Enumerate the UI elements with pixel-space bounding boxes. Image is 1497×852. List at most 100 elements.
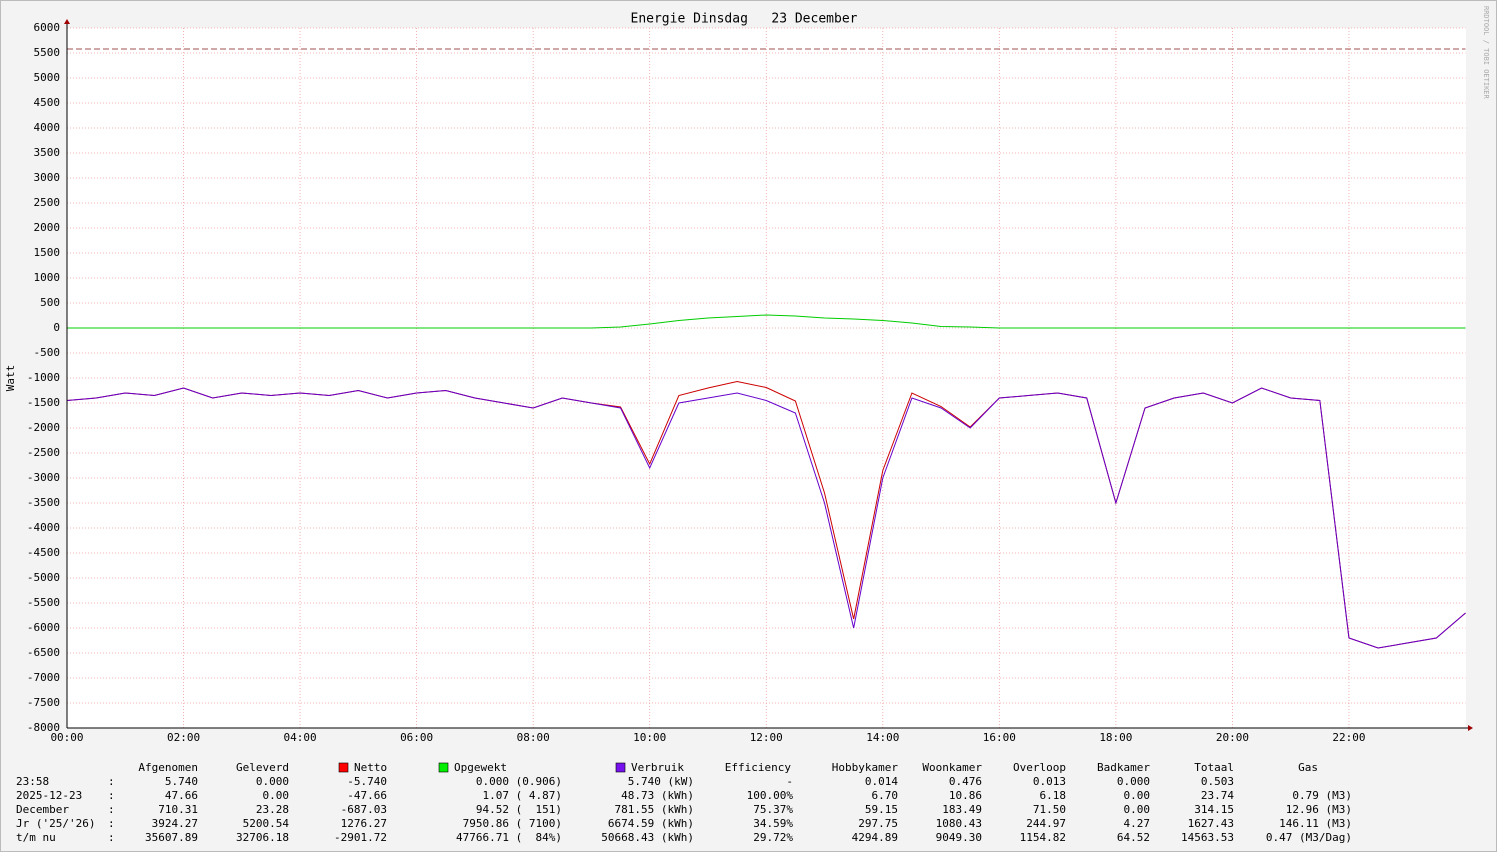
table-cell: 244.97: [1026, 817, 1066, 830]
table-cell: -: [786, 775, 793, 788]
y-tick-label: 3500: [34, 146, 61, 159]
table-cell: 0.000: [256, 775, 289, 788]
y-tick-label: 4500: [34, 96, 61, 109]
table-cell: 5.740 (kW): [628, 775, 694, 788]
table-cell: 0.00: [1124, 803, 1151, 816]
table-cell: 6.70: [872, 789, 899, 802]
table-cell: 183.49: [942, 803, 982, 816]
table-cell: 0.47 (M3/Dag): [1266, 831, 1352, 844]
table-cell: 9049.30: [936, 831, 982, 844]
column-header: Overloop: [1013, 761, 1066, 774]
table-cell: 5.740: [165, 775, 198, 788]
x-tick-label: 10:00: [633, 731, 666, 744]
y-tick-label: 500: [40, 296, 60, 309]
column-header: Geleverd: [236, 761, 289, 774]
x-tick-label: 00:00: [50, 731, 83, 744]
x-tick-label: 12:00: [750, 731, 783, 744]
y-tick-label: -500: [34, 346, 61, 359]
table-cell: 1.07 ( 4.87): [483, 789, 562, 802]
table-cell: 64.52: [1117, 831, 1150, 844]
series-line: [66, 387, 1466, 649]
y-tick-label: -1500: [27, 396, 60, 409]
table-cell: 4.27: [1124, 817, 1151, 830]
y-tick-label: 1000: [34, 271, 61, 284]
x-tick-label: 04:00: [284, 731, 317, 744]
y-tick-label: -3000: [27, 471, 60, 484]
x-tick-label: 06:00: [400, 731, 433, 744]
table-cell: 6674.59 (kWh): [608, 817, 694, 830]
y-tick-label: -6000: [27, 621, 60, 634]
table-cell: 710.31: [158, 803, 198, 816]
x-tick-label: 20:00: [1216, 731, 1249, 744]
column-header: Woonkamer: [922, 761, 982, 774]
y-tick-label: -5000: [27, 571, 60, 584]
y-tick-label: -5500: [27, 596, 60, 609]
table-cell: 314.15: [1194, 803, 1234, 816]
row-separator: :: [108, 789, 115, 802]
row-label: 23:58: [16, 775, 49, 788]
y-tick-label: 4000: [34, 121, 61, 134]
y-tick-label: 5500: [34, 46, 61, 59]
table-cell: 0.000: [1117, 775, 1150, 788]
table-cell: 0.00: [263, 789, 290, 802]
row-label: t/m nu: [16, 831, 56, 844]
table-cell: -5.740: [347, 775, 387, 788]
y-tick-label: -3500: [27, 496, 60, 509]
table-cell: 1080.43: [936, 817, 982, 830]
y-tick-label: 0: [53, 321, 60, 334]
x-tick-label: 08:00: [517, 731, 550, 744]
axis-arrow: [1468, 725, 1473, 731]
legend-swatch: [338, 762, 349, 773]
table-cell: 4294.89: [852, 831, 898, 844]
y-tick-label: -2000: [27, 421, 60, 434]
row-separator: :: [108, 775, 115, 788]
table-cell: 0.014: [865, 775, 898, 788]
table-cell: 1154.82: [1020, 831, 1066, 844]
table-cell: 71.50: [1033, 803, 1066, 816]
table-cell: 47766.71 ( 84%): [456, 831, 562, 844]
y-tick-label: 6000: [34, 21, 61, 34]
y-tick-label: -4500: [27, 546, 60, 559]
legend-label: Netto: [354, 761, 387, 774]
table-cell: 1276.27: [341, 817, 387, 830]
table-cell: 0.000 (0.906): [476, 775, 562, 788]
y-tick-label: -8000: [27, 721, 60, 734]
y-tick-label: -2500: [27, 446, 60, 459]
table-cell: 94.52 ( 151): [476, 803, 562, 816]
y-tick-label: 3000: [34, 171, 61, 184]
y-tick-label: 2000: [34, 221, 61, 234]
legend-label: Verbruik: [631, 761, 684, 774]
row-label: 2025-12-23: [16, 789, 82, 802]
y-tick-label: -6500: [27, 646, 60, 659]
y-tick-label: -7500: [27, 696, 60, 709]
row-separator: :: [108, 817, 115, 830]
table-cell: 10.86: [949, 789, 982, 802]
table-cell: 5200.54: [243, 817, 290, 830]
column-header: Badkamer: [1097, 761, 1150, 774]
table-cell: 146.11 (M3): [1279, 817, 1352, 830]
column-header: Totaal: [1194, 761, 1234, 774]
y-tick-label: 2500: [34, 196, 61, 209]
watermark: RRDTOOL / TOBI OETIKER: [1482, 6, 1490, 100]
row-label: Jr ('25/'26): [16, 817, 95, 830]
table-cell: 35607.89: [145, 831, 198, 844]
table-cell: 297.75: [858, 817, 898, 830]
x-tick-label: 14:00: [866, 731, 899, 744]
table-cell: 0.79 (M3): [1292, 789, 1352, 802]
axis-arrow: [64, 19, 70, 24]
table-cell: 781.55 (kWh): [615, 803, 694, 816]
table-cell: -47.66: [347, 789, 387, 802]
y-tick-label: 1500: [34, 246, 61, 259]
x-tick-label: 16:00: [983, 731, 1016, 744]
table-cell: 6.18: [1040, 789, 1067, 802]
table-cell: 100.00%: [747, 789, 794, 802]
table-cell: 34.59%: [753, 817, 793, 830]
x-tick-label: 18:00: [1099, 731, 1132, 744]
y-tick-label: 5000: [34, 71, 61, 84]
row-separator: :: [108, 803, 115, 816]
table-cell: 29.72%: [753, 831, 793, 844]
table-cell: 1627.43: [1188, 817, 1234, 830]
table-cell: -2901.72: [334, 831, 387, 844]
